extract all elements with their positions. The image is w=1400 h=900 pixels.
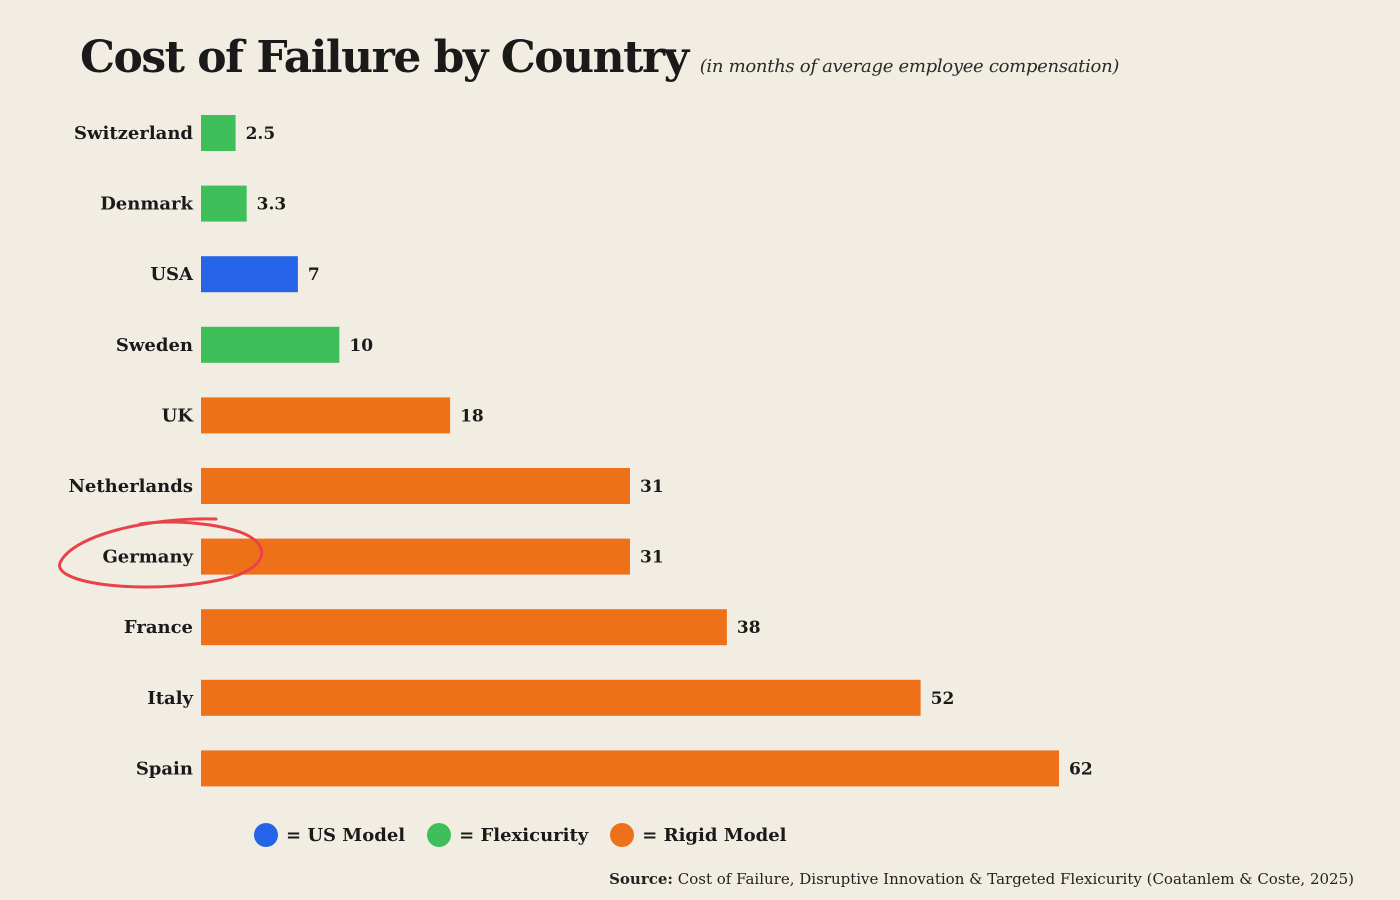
value-label-netherlands: 31 bbox=[640, 477, 664, 497]
bar-france bbox=[201, 609, 727, 646]
chart-title: Cost of Failure by Country bbox=[80, 32, 689, 83]
legend-label-us-model: = US Model bbox=[286, 824, 406, 846]
legend-item-rigid: = Rigid Model bbox=[610, 823, 787, 847]
value-label-usa: 7 bbox=[308, 265, 320, 285]
bar-usa bbox=[201, 256, 298, 293]
bar-denmark bbox=[201, 185, 247, 222]
value-label-uk: 18 bbox=[460, 406, 484, 426]
value-label-france: 38 bbox=[737, 618, 761, 638]
value-label-sweden: 10 bbox=[349, 336, 373, 356]
legend-swatch-rigid bbox=[610, 823, 635, 847]
value-label-denmark: 3.3 bbox=[257, 195, 287, 215]
chart-subtitle: (in months of average employee compensat… bbox=[699, 56, 1120, 77]
bar-netherlands bbox=[201, 468, 630, 504]
legend-swatch-flexicurity bbox=[427, 823, 452, 847]
value-label-switzerland: 2.5 bbox=[246, 124, 276, 144]
legend-swatch-us-model bbox=[254, 823, 278, 847]
bar-spain bbox=[201, 750, 1059, 787]
legend-label-rigid: = Rigid Model bbox=[642, 824, 787, 846]
bar-uk bbox=[201, 397, 451, 434]
bar-italy bbox=[201, 679, 921, 716]
bar-germany bbox=[201, 538, 630, 575]
category-label-sweden: Sweden bbox=[116, 335, 193, 356]
legend-item-flexicurity: = Flexicurity bbox=[427, 823, 588, 847]
source-note: Source: Cost of Failure, Disruptive Inno… bbox=[609, 870, 1354, 888]
category-label-netherlands: Netherlands bbox=[68, 476, 193, 497]
source-label: Source: bbox=[609, 870, 673, 888]
category-label-spain: Spain bbox=[136, 758, 193, 779]
category-label-denmark: Denmark bbox=[100, 194, 193, 215]
highlight-circle-germany bbox=[58, 517, 263, 589]
category-label-italy: Italy bbox=[147, 688, 193, 709]
value-label-spain: 62 bbox=[1069, 759, 1093, 779]
value-label-germany: 31 bbox=[640, 548, 664, 568]
source-text: Cost of Failure, Disruptive Innovation &… bbox=[677, 870, 1354, 888]
legend-item-us-model: = US Model bbox=[254, 823, 405, 847]
category-label-germany: Germany bbox=[102, 547, 193, 568]
legend-label-flexicurity: = Flexicurity bbox=[459, 824, 589, 846]
category-label-france: France bbox=[124, 617, 193, 638]
value-label-italy: 52 bbox=[931, 689, 955, 709]
chart-title-row: Cost of Failure by Country (in months of… bbox=[80, 32, 1119, 83]
bar-switzerland bbox=[201, 115, 236, 151]
category-label-uk: UK bbox=[162, 405, 195, 426]
category-label-switzerland: Switzerland bbox=[74, 123, 193, 144]
bar-sweden bbox=[201, 326, 340, 363]
legend: = US Model = Flexicurity = Rigid Model bbox=[254, 823, 809, 847]
category-label-usa: USA bbox=[150, 264, 194, 285]
